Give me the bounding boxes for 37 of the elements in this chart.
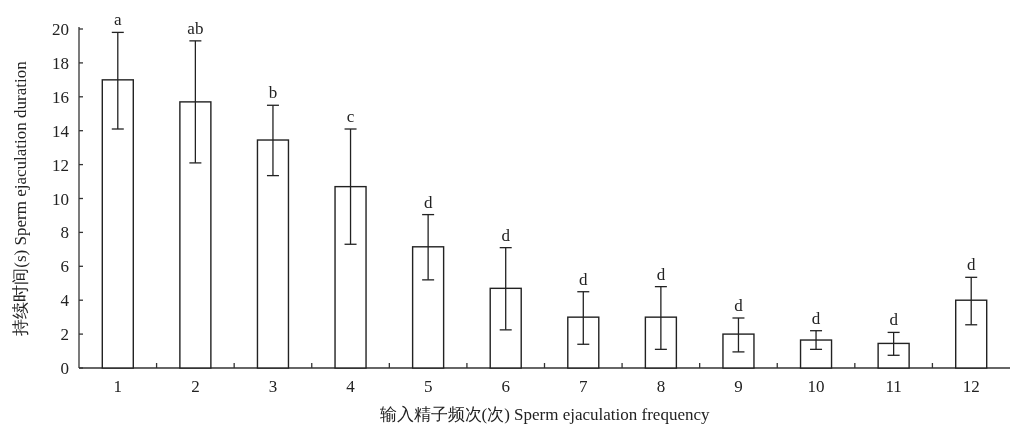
y-tick-label: 4	[60, 291, 70, 311]
annotation: d	[501, 225, 511, 245]
y-tick-label: 12	[52, 155, 69, 175]
annotation: a	[114, 10, 123, 30]
annotation: d	[889, 310, 899, 330]
annotation: d	[423, 192, 433, 212]
x-tick-label: 1	[113, 377, 123, 396]
x-tick-label: 5	[423, 377, 433, 396]
x-tick-label: 4	[346, 377, 356, 396]
annotation: d	[579, 269, 589, 289]
y-tick-label: 8	[60, 223, 69, 243]
x-tick-label: 11	[885, 377, 902, 396]
y-tick-label: 2	[60, 325, 69, 345]
x-tick-label: 9	[734, 377, 743, 396]
x-axis-title: 输入精子频次(次) Sperm ejaculation frequency	[379, 405, 710, 424]
annotation: ab	[187, 18, 204, 38]
annotation: c	[346, 107, 355, 126]
y-tick-label: 20	[52, 20, 69, 39]
y-axis-title: 持续时间(s) Sperm ejaculation duration	[11, 60, 30, 336]
y-tick-label: 0	[60, 359, 69, 378]
y-tick-label: 10	[52, 189, 69, 209]
annotation: d	[811, 308, 821, 328]
y-tick-label: 18	[52, 53, 69, 73]
x-tick-label: 2	[191, 377, 200, 396]
annotation: b	[268, 83, 278, 103]
y-tick-label: 14	[52, 121, 70, 141]
x-tick-label: 10	[807, 377, 825, 396]
annotation: d	[656, 264, 666, 284]
y-tick-label: 16	[52, 87, 69, 107]
x-tick-label: 7	[579, 377, 589, 396]
x-tick-label: 12	[962, 377, 980, 396]
y-tick-label: 6	[60, 257, 69, 277]
annotation: d	[734, 296, 744, 315]
x-tick-label: 6	[501, 377, 510, 396]
annotation: d	[966, 255, 976, 275]
x-tick-label: 8	[656, 377, 666, 396]
x-tick-label: 3	[268, 377, 278, 396]
